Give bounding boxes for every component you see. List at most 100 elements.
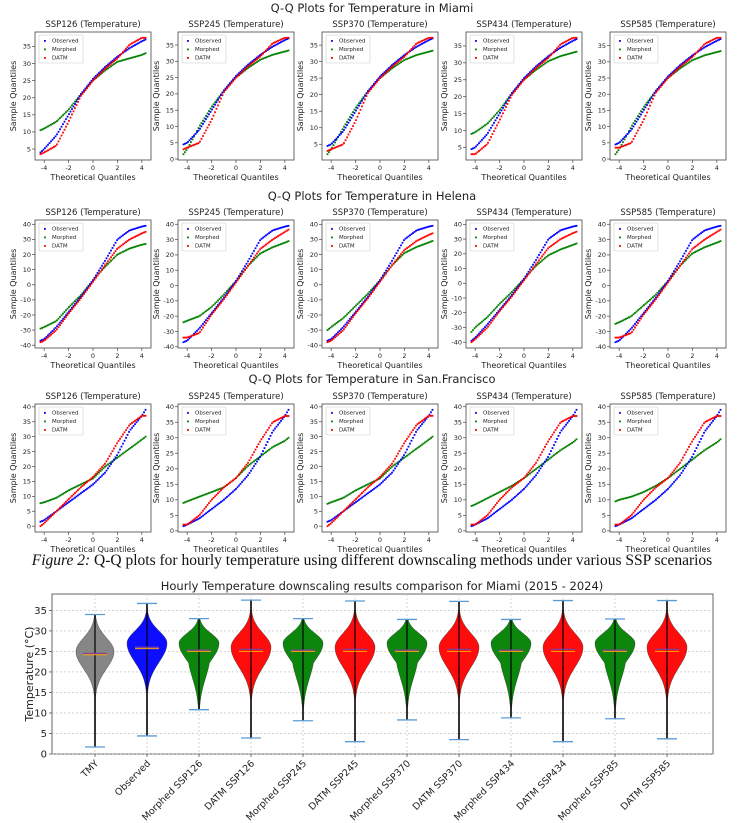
qq-point: [108, 66, 111, 69]
qq-point: [647, 300, 650, 303]
qq-point: [700, 46, 702, 49]
qq-point: [394, 467, 396, 470]
qq-point: [196, 329, 198, 332]
qq-point: [674, 271, 677, 274]
qq-point: [223, 296, 225, 299]
qq-point: [41, 501, 43, 504]
qq-point: [260, 438, 263, 441]
qq-point: [349, 503, 351, 506]
qq-point: [418, 53, 420, 56]
qq-point: [488, 323, 491, 326]
qq-point: [682, 261, 684, 264]
violin-morphed-ssp126: [178, 617, 220, 711]
qq-point: [550, 253, 552, 255]
qq-point: [56, 328, 58, 331]
qq-point: [184, 523, 186, 526]
qq-point: [335, 146, 338, 148]
qq-point: [129, 238, 132, 240]
qq-point: [335, 517, 338, 519]
x-tick-label: -4: [472, 536, 478, 544]
qq-point: [479, 140, 482, 143]
qq-point: [75, 298, 78, 301]
qq-point: [269, 424, 272, 427]
y-axis-label: Sample Quantiles: [440, 249, 449, 320]
qq-point: [199, 124, 201, 127]
qq-point: [259, 252, 261, 255]
qq-point: [614, 143, 617, 146]
qq-point: [212, 304, 215, 306]
qq-point: [638, 126, 641, 129]
qq-point: [359, 487, 362, 489]
qq-point: [493, 121, 495, 124]
qq-point: [557, 230, 560, 233]
qq-point: [211, 498, 213, 501]
qq-point: [694, 450, 696, 453]
qq-point: [245, 466, 248, 469]
qq-point: [682, 456, 684, 459]
qq-point: [620, 144, 623, 146]
qq-point: [87, 83, 90, 86]
qq-point: [710, 243, 713, 246]
qq-point: [54, 145, 57, 148]
qq-point: [72, 487, 75, 489]
qq-point: [278, 52, 281, 54]
qq-point: [671, 71, 674, 74]
qq-point: [662, 480, 665, 483]
qq-point: [48, 332, 51, 335]
qq-point: [367, 297, 369, 299]
qq-point: [72, 110, 75, 113]
qq-point: [268, 232, 270, 235]
qq-point: [533, 261, 536, 264]
qq-point: [719, 224, 722, 227]
qq-point: [59, 321, 61, 324]
qq-point: [380, 278, 383, 281]
qq-point: [347, 121, 350, 124]
qq-point: [557, 434, 560, 437]
qq-point: [102, 70, 105, 73]
qq-point: [691, 456, 693, 458]
qq-point: [75, 100, 78, 103]
qq-point: [326, 153, 329, 156]
qq-point: [512, 291, 515, 294]
qq-point: [385, 269, 387, 272]
y-tick-label: -30: [163, 328, 174, 336]
qq-point: [692, 251, 695, 254]
qq-point: [80, 295, 82, 298]
legend-label: Morphed: [195, 47, 219, 53]
qq-panel: SSP434 (Temperature)-4 -2 0 2 40510152025303…: [440, 392, 583, 554]
qq-point: [224, 497, 227, 500]
legend-marker-observed: [44, 412, 46, 414]
qq-point: [81, 295, 84, 297]
series-morphed: [326, 240, 434, 331]
qq-point: [371, 481, 374, 484]
qq-point: [709, 52, 711, 55]
qq-point: [476, 151, 479, 154]
qq-point: [188, 144, 191, 146]
qq-point: [274, 444, 276, 447]
qq-point: [694, 58, 696, 61]
qq-point: [45, 337, 48, 340]
qq-point: [674, 71, 677, 73]
y-tick-label: 30: [454, 235, 462, 243]
qq-point: [715, 442, 717, 444]
qq-point: [428, 241, 431, 244]
x-tick-label: DATM SSP370: [411, 758, 465, 812]
qq-point: [509, 96, 512, 99]
qq-point: [326, 339, 329, 342]
qq-point: [403, 249, 405, 252]
qq-point: [697, 249, 699, 252]
qq-point: [422, 243, 425, 246]
qq-point: [93, 482, 96, 484]
qq-point: [649, 97, 651, 100]
qq-point: [535, 263, 537, 266]
qq-point: [337, 498, 339, 501]
qq-point: [353, 306, 356, 308]
qq-point: [347, 133, 350, 136]
qq-point: [653, 485, 656, 488]
qq-point: [143, 225, 145, 228]
qq-point: [667, 281, 669, 284]
qq-point: [556, 231, 558, 234]
qq-point: [197, 315, 200, 318]
qq-point: [670, 277, 672, 280]
